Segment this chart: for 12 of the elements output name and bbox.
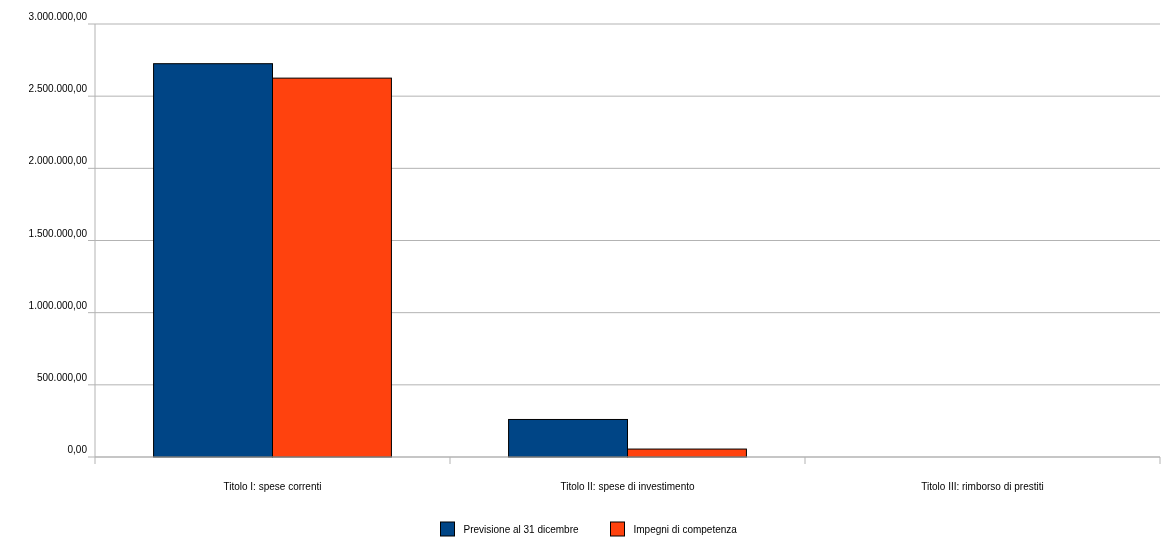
y-tick-label: 1.000.000,00 <box>28 299 88 311</box>
y-tick-label: 0,00 <box>67 444 88 455</box>
y-tick-label: 1.500.000,00 <box>28 227 88 239</box>
x-tick-label: Titolo I: spese correnti <box>223 481 322 492</box>
y-tick-label: 3.000.000,00 <box>28 11 88 22</box>
y-tick-label: 2.000.000,00 <box>28 155 88 167</box>
legend-label: Previsione al 31 dicembre <box>463 524 579 535</box>
x-tick-label: Titolo III: rimborso di prestiti <box>921 481 1044 492</box>
legend-label: Impegni di competenza <box>633 524 738 535</box>
y-tick-label: 500.000,00 <box>36 371 88 383</box>
x-tick-label: Titolo II: spese di investimento <box>560 481 695 492</box>
y-tick-label: 2.500.000,00 <box>28 83 88 95</box>
